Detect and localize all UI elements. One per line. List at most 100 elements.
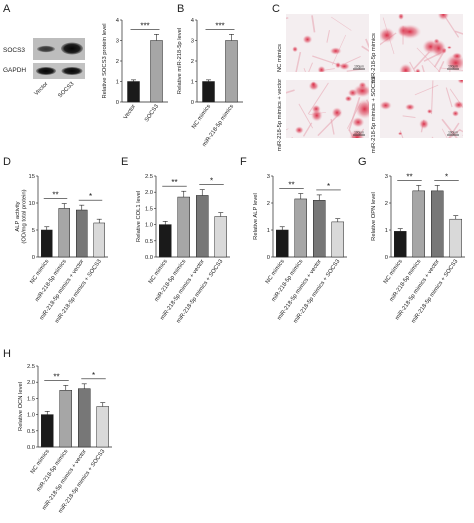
significance-label: * (210, 177, 213, 186)
y-axis-label: Relative OCN level (18, 382, 24, 431)
bar (214, 216, 227, 258)
y-tick-label: 2.0 (27, 380, 35, 386)
cell-fiber (413, 51, 430, 70)
micrograph-mir218-socs3: 100μm (380, 80, 463, 138)
stain-nodule (380, 27, 396, 44)
panel-label-d: D (3, 156, 11, 168)
bar (225, 40, 238, 103)
bar (331, 221, 344, 258)
cell-fiber (286, 17, 289, 20)
blot-band-socs3-vector (37, 45, 55, 53)
blot-band-gapdh-socs3 (61, 67, 83, 75)
bar (127, 81, 140, 103)
y-tick-label: 15 (29, 174, 35, 180)
cell-fiber (331, 16, 352, 31)
scale-bar-label: 100μm (354, 65, 364, 69)
cell-fiber (416, 47, 441, 72)
y-axis-label: Relative COL1 level (136, 191, 142, 242)
bar (196, 195, 209, 258)
cell-fiber (454, 30, 463, 35)
bar (59, 390, 72, 448)
blot-band-socs3-socs3 (61, 42, 83, 55)
cell-fiber (430, 80, 434, 115)
panel-label-h: H (3, 348, 11, 360)
stain-nodule (331, 107, 343, 119)
bar (431, 190, 444, 258)
bar (412, 190, 425, 258)
significance-label: *** (215, 21, 224, 30)
stain-nodule (310, 109, 323, 122)
significance-label: *** (140, 21, 149, 30)
stain-nodule (353, 84, 369, 98)
bar (93, 222, 105, 258)
cell-fiber (414, 84, 439, 96)
stain-nodule (351, 116, 365, 128)
stain-nodule (397, 131, 403, 136)
y-tick-label: 2.5 (145, 174, 153, 180)
y-axis-label: Relative OPN level (371, 192, 377, 241)
stain-nodule (457, 80, 463, 84)
y-axis-label: Relative SOCS3 protein level (102, 23, 108, 98)
y-tick-label: 3 (116, 39, 119, 45)
stain-nodule (310, 81, 317, 88)
cell-fiber (361, 45, 369, 52)
stain-nodule (349, 128, 365, 138)
stain-nodule (354, 98, 369, 120)
significance-label: ** (53, 372, 59, 381)
bar (41, 229, 53, 258)
micrograph-label-mir218-mimics: miR-218-5p mimics (371, 33, 377, 83)
significance-label: * (92, 371, 95, 380)
cell-fiber (402, 115, 416, 119)
stain-nodule (404, 103, 416, 111)
cell-fiber (431, 136, 434, 138)
x-category-label: SOCS3 (144, 104, 160, 124)
panel-label-e: E (121, 156, 128, 168)
stain-nodule (446, 46, 452, 50)
cell-fiber (448, 128, 461, 138)
y-tick-label: 0 (116, 100, 119, 106)
significance-label: * (89, 192, 92, 201)
x-category-label: Vector (123, 104, 137, 121)
cell-fiber (308, 62, 313, 72)
y-tick-label: 0 (267, 255, 270, 261)
significance-label: ** (52, 191, 58, 200)
scale-bar-label: 100μm (448, 131, 458, 135)
scale-bar-label: 100μm (448, 65, 458, 69)
bar (159, 224, 172, 258)
micrograph-label-mir218-vector: miR-218-5p mimics + vector (277, 79, 283, 151)
cell-fiber (298, 103, 314, 129)
panel-label-a: A (3, 3, 11, 15)
cell-fiber (302, 122, 313, 137)
bar (58, 208, 70, 258)
cell-fiber (365, 38, 369, 49)
cell-fiber (345, 56, 361, 64)
y-tick-label: 2.5 (27, 364, 35, 370)
y-tick-label: 1.5 (27, 396, 35, 402)
significance-label: * (445, 172, 448, 181)
significance-label: ** (406, 172, 412, 181)
y-tick-label: 2 (267, 201, 270, 207)
stain-nodule (453, 100, 463, 110)
stain-nodule (437, 14, 450, 21)
stain-nodule (419, 118, 430, 130)
blot-lane-label-socs3: SOCS3 (57, 81, 75, 99)
panel-label-c: C (272, 3, 280, 15)
y-tick-label: 2 (385, 201, 388, 207)
micrograph-background (286, 14, 369, 72)
y-tick-label: 1 (267, 228, 270, 234)
stain-nodule (431, 39, 447, 57)
y-tick-label: 2 (191, 59, 194, 65)
micrograph-label-mir218-socs3: miR-218-5p mimics + SOCS3 (371, 77, 377, 153)
y-tick-label: 1.0 (27, 413, 35, 419)
cell-fiber (448, 122, 460, 138)
cell-fiber (286, 128, 289, 131)
bar (449, 218, 462, 258)
bar (150, 40, 163, 103)
bar (202, 81, 215, 103)
y-tick-label: 1 (191, 80, 194, 86)
y-axis-label: Relative miR-218-5p level (177, 28, 183, 94)
